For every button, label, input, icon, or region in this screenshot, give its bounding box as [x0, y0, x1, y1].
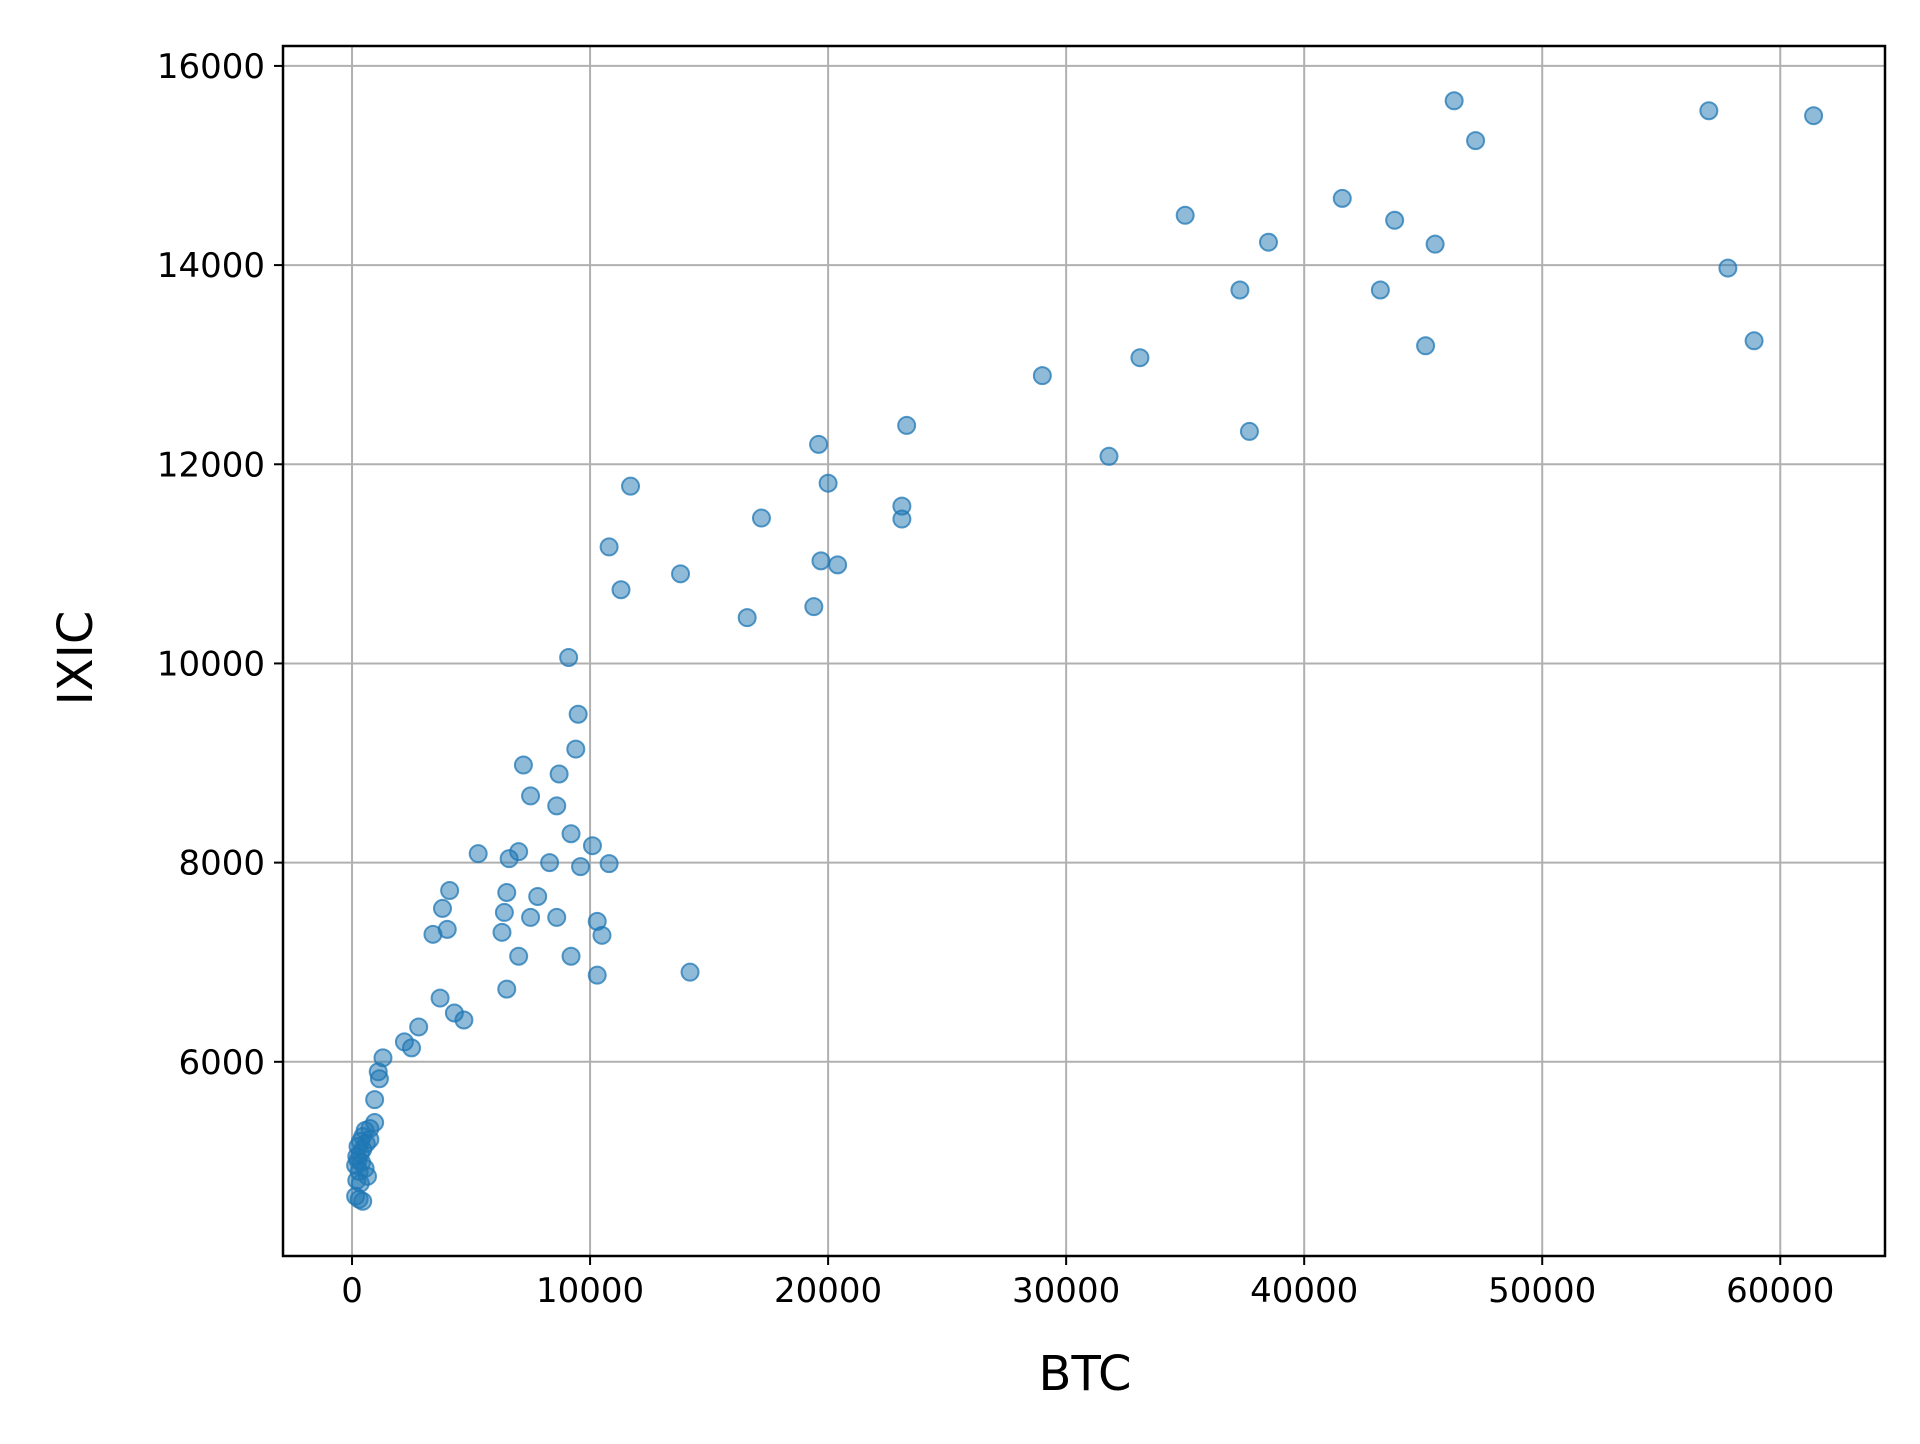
y-tick-label: 10000: [157, 644, 265, 684]
data-point: [892, 509, 912, 529]
data-point: [561, 824, 581, 844]
data-point: [1804, 106, 1824, 126]
x-tick-label: 20000: [774, 1271, 882, 1311]
data-point: [809, 434, 829, 454]
data-point: [497, 883, 517, 903]
x-axis-label: BTC: [1039, 1346, 1132, 1402]
data-point: [549, 764, 569, 784]
data-point: [521, 907, 541, 927]
data-point: [1130, 348, 1150, 368]
data-point: [492, 922, 512, 942]
x-tick-label: 60000: [1726, 1271, 1834, 1311]
data-point: [568, 704, 588, 724]
y-axis-label: IXIC: [48, 611, 104, 706]
data-point: [1385, 210, 1405, 230]
plot-frame: [281, 44, 1887, 1258]
data-point: [365, 1090, 385, 1110]
y-axis-ticks: 6000 8000 10000 12000 14000 16000: [157, 47, 283, 1083]
data-point: [1230, 280, 1250, 300]
data-point: [513, 755, 533, 775]
data-point: [1718, 258, 1738, 278]
data-point: [561, 946, 581, 966]
data-point: [468, 844, 488, 864]
x-axis-ticks: 0 10000 20000 30000 40000 50000 60000: [341, 1256, 1834, 1311]
data-point: [540, 853, 560, 873]
data-point: [454, 1010, 474, 1030]
data-point: [1744, 331, 1764, 351]
data-point: [353, 1191, 373, 1211]
data-point: [818, 473, 838, 493]
y-tick-label: 16000: [157, 47, 265, 87]
x-tick-label: 0: [341, 1271, 363, 1311]
data-point: [621, 476, 641, 496]
data-points: [346, 91, 1824, 1211]
data-point: [680, 962, 700, 982]
data-point: [499, 849, 519, 869]
data-point: [611, 580, 631, 600]
data-point: [440, 881, 460, 901]
x-tick-label: 40000: [1250, 1271, 1358, 1311]
data-point: [671, 564, 691, 584]
data-point: [582, 836, 602, 856]
y-tick-label: 6000: [178, 1043, 265, 1083]
data-point: [369, 1069, 389, 1089]
data-point: [1466, 131, 1486, 151]
data-point: [897, 415, 917, 435]
data-point: [828, 555, 848, 575]
data-point: [547, 907, 567, 927]
data-point: [587, 965, 607, 985]
data-point: [1416, 336, 1436, 356]
data-point: [409, 1017, 429, 1037]
data-point: [497, 979, 517, 999]
data-point: [559, 647, 579, 667]
data-point: [1239, 421, 1259, 441]
data-point: [1332, 188, 1352, 208]
data-point: [1444, 91, 1464, 111]
data-point: [430, 988, 450, 1008]
grid-lines: [283, 46, 1885, 1256]
data-point: [1258, 232, 1278, 252]
data-point: [402, 1038, 422, 1058]
data-point: [494, 902, 514, 922]
data-point: [528, 886, 548, 906]
data-point: [509, 946, 529, 966]
data-point: [1699, 101, 1719, 121]
data-point: [1425, 234, 1445, 254]
data-point: [804, 597, 824, 617]
data-point: [1032, 366, 1052, 386]
data-point: [751, 508, 771, 528]
data-point: [566, 739, 586, 759]
data-point: [1370, 280, 1390, 300]
x-tick-label: 10000: [536, 1271, 644, 1311]
data-point: [432, 898, 452, 918]
data-point: [423, 924, 443, 944]
y-tick-label: 12000: [157, 445, 265, 485]
data-point: [811, 551, 831, 571]
x-tick-label: 30000: [1012, 1271, 1120, 1311]
x-tick-label: 50000: [1488, 1271, 1596, 1311]
data-point: [737, 608, 757, 628]
y-tick-label: 14000: [157, 246, 265, 286]
data-point: [1175, 205, 1195, 225]
data-point: [571, 857, 591, 877]
data-point: [1099, 446, 1119, 466]
data-point: [599, 854, 619, 874]
data-point: [547, 796, 567, 816]
data-point: [521, 786, 541, 806]
data-point: [592, 925, 612, 945]
y-tick-label: 8000: [178, 844, 265, 884]
data-point: [599, 537, 619, 557]
